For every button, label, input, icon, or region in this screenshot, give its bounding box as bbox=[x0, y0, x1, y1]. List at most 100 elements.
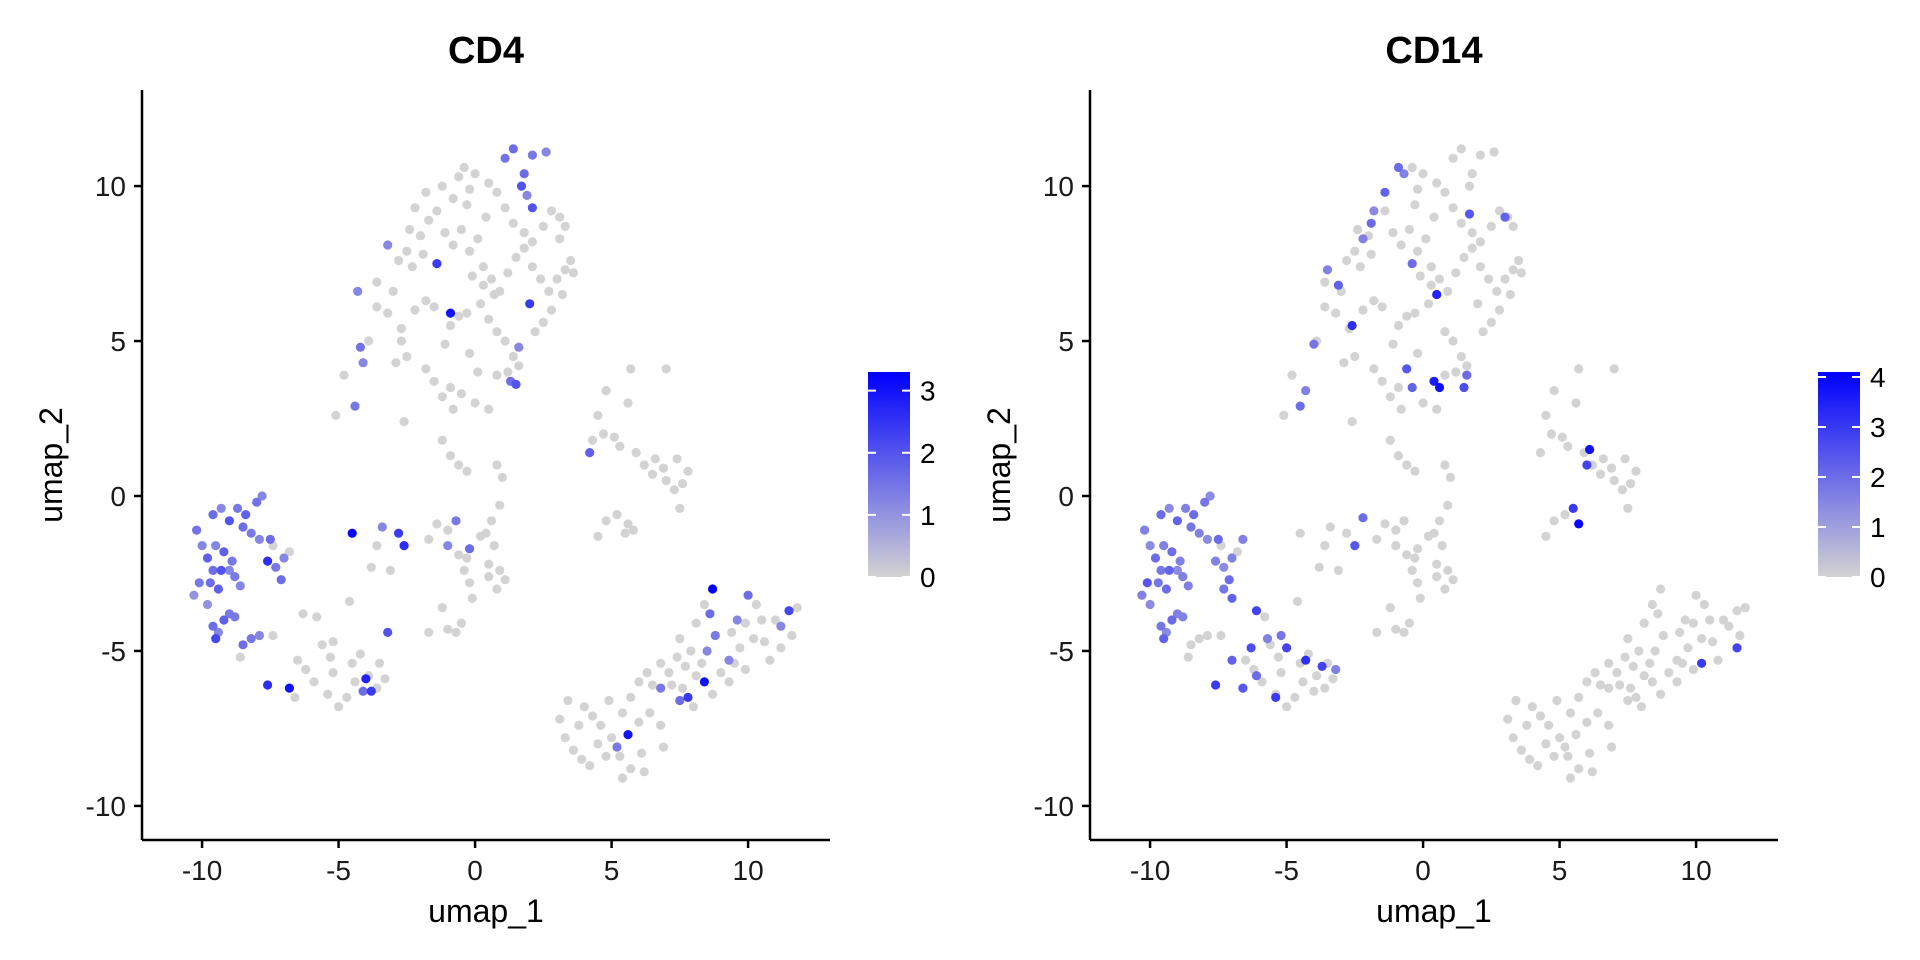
cell-point bbox=[1290, 692, 1300, 703]
cell-point bbox=[465, 544, 475, 554]
cell-point bbox=[484, 404, 494, 414]
cell-point bbox=[216, 503, 226, 513]
cell-point bbox=[1467, 169, 1477, 179]
cell-point bbox=[708, 689, 718, 699]
cell-point bbox=[1164, 503, 1174, 513]
cell-point bbox=[1707, 637, 1718, 647]
cell-point bbox=[620, 528, 630, 538]
cell-point bbox=[467, 593, 477, 603]
cell-point bbox=[489, 289, 499, 300]
cell-point bbox=[394, 528, 404, 538]
cell-point bbox=[536, 274, 546, 284]
cell-point bbox=[708, 584, 718, 594]
cell-point bbox=[776, 643, 786, 653]
cell-point bbox=[1391, 624, 1401, 634]
cell-point bbox=[410, 305, 420, 315]
cell-point bbox=[552, 274, 562, 284]
cell-point bbox=[309, 677, 319, 687]
cell-point bbox=[1393, 162, 1404, 173]
cell-point bbox=[1178, 572, 1188, 582]
cell-point bbox=[481, 212, 491, 222]
cell-point bbox=[374, 658, 385, 668]
cell-point bbox=[361, 674, 371, 684]
cell-point bbox=[208, 509, 218, 520]
cell-point bbox=[776, 621, 786, 631]
cell-point bbox=[405, 224, 415, 235]
cell-point bbox=[500, 336, 510, 346]
cell-point bbox=[500, 575, 510, 585]
cell-point bbox=[465, 246, 475, 256]
cell-point bbox=[252, 497, 262, 507]
cell-point bbox=[1350, 351, 1360, 362]
cell-point bbox=[566, 255, 576, 266]
cell-point bbox=[1574, 692, 1584, 703]
cell-point bbox=[585, 448, 595, 458]
x-axis-label: umap_1 bbox=[428, 893, 544, 929]
cell-point bbox=[675, 503, 685, 513]
cell-point bbox=[192, 525, 202, 535]
cell-point bbox=[1317, 661, 1327, 672]
cell-point bbox=[1432, 572, 1442, 582]
cell-point bbox=[1423, 531, 1434, 541]
cell-point bbox=[1645, 658, 1655, 668]
cell-point bbox=[1331, 664, 1341, 675]
cell-point bbox=[1421, 234, 1431, 244]
cell-point bbox=[1396, 404, 1406, 414]
cell-point bbox=[1238, 683, 1248, 693]
cell-point bbox=[1546, 429, 1556, 439]
cell-point bbox=[716, 668, 726, 678]
cell-point bbox=[1587, 767, 1597, 777]
cell-point bbox=[454, 172, 464, 182]
cell-point bbox=[1563, 751, 1573, 761]
cell-point bbox=[1440, 187, 1450, 197]
cell-point bbox=[1631, 466, 1641, 476]
cell-point bbox=[358, 686, 368, 696]
cell-point bbox=[445, 308, 456, 318]
cell-point bbox=[560, 265, 570, 275]
panel-title: CD4 bbox=[448, 30, 524, 72]
cell-point bbox=[626, 364, 636, 374]
cell-point bbox=[601, 751, 611, 761]
cell-point bbox=[639, 460, 649, 470]
cell-point bbox=[437, 181, 447, 191]
cell-point bbox=[235, 652, 245, 662]
cell-point bbox=[1241, 655, 1251, 665]
cell-point bbox=[530, 327, 540, 337]
cell-point bbox=[1623, 695, 1633, 706]
cell-point bbox=[1595, 680, 1606, 690]
x-tick-label: 5 bbox=[604, 855, 620, 886]
cell-point bbox=[383, 627, 393, 638]
cell-point bbox=[1582, 460, 1592, 470]
cell-point bbox=[1541, 531, 1551, 541]
cell-point bbox=[1380, 519, 1390, 529]
cell-point bbox=[751, 599, 761, 610]
y-axis-label: umap_2 bbox=[981, 407, 1017, 523]
cell-point bbox=[437, 392, 447, 402]
cell-point bbox=[1432, 559, 1442, 569]
cell-point bbox=[424, 627, 434, 638]
cell-point bbox=[1320, 302, 1330, 312]
cell-point bbox=[1358, 305, 1368, 315]
cell-point bbox=[1396, 240, 1406, 250]
cell-point bbox=[1604, 720, 1614, 730]
cell-point bbox=[263, 556, 273, 566]
cell-point bbox=[642, 668, 652, 678]
cell-point bbox=[495, 500, 505, 510]
cell-point bbox=[593, 739, 603, 749]
colorbar-gradient bbox=[1818, 372, 1860, 577]
cell-point bbox=[705, 609, 715, 619]
cell-point bbox=[189, 590, 199, 600]
x-tick-label: 0 bbox=[1415, 855, 1431, 886]
cell-point bbox=[1295, 528, 1305, 538]
cell-point bbox=[1273, 652, 1283, 662]
cell-point bbox=[1432, 289, 1442, 300]
cell-point bbox=[1402, 364, 1412, 374]
cell-point bbox=[1691, 590, 1701, 600]
cell-point bbox=[197, 541, 207, 551]
cell-point bbox=[317, 640, 327, 650]
cell-point bbox=[372, 277, 382, 287]
cell-point bbox=[1186, 640, 1196, 650]
cell-point bbox=[1478, 327, 1488, 337]
cell-point bbox=[1451, 268, 1461, 278]
